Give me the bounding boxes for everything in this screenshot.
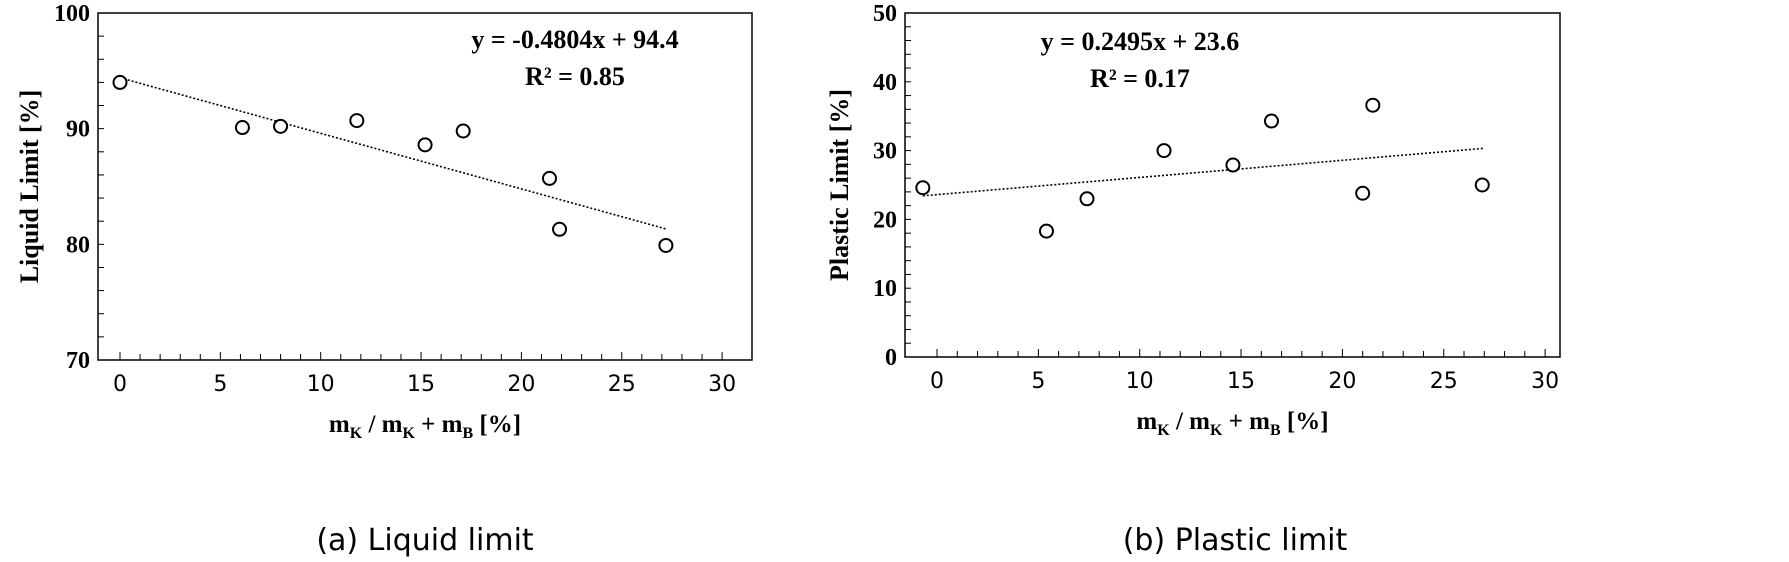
data-point xyxy=(273,118,289,134)
r-squared: R² = 0.85 xyxy=(525,62,625,91)
data-point xyxy=(552,221,568,237)
x-axis-label-part: / m xyxy=(362,411,402,438)
regression-equation: y = -0.4804x + 94.4 xyxy=(471,25,678,54)
x-tick-label: 25 xyxy=(1430,369,1458,394)
data-point xyxy=(1474,177,1490,193)
x-axis-label-part: m xyxy=(1136,408,1157,435)
x-axis-label-part: B xyxy=(463,425,474,442)
x-axis-label-part: + m xyxy=(415,411,463,438)
x-axis-label-part: K xyxy=(1157,422,1170,439)
x-tick-label: 5 xyxy=(1031,369,1045,394)
y-tick-label: 0 xyxy=(885,345,897,371)
y-tick-label: 10 xyxy=(873,276,897,302)
x-axis-label-part: / m xyxy=(1170,408,1210,435)
data-point xyxy=(234,120,250,136)
data-point xyxy=(1365,97,1381,113)
data-point xyxy=(1263,113,1279,129)
data-point xyxy=(1079,191,1095,207)
plot-frame xyxy=(904,12,1561,358)
y-tick-label: 20 xyxy=(873,207,897,233)
x-axis-label-part: [%] xyxy=(1281,408,1329,435)
plot-frame xyxy=(97,12,753,361)
x-tick-label: 25 xyxy=(608,372,636,397)
data-point xyxy=(1225,157,1241,173)
x-tick-label: 20 xyxy=(1328,369,1356,394)
y-tick-label: 70 xyxy=(66,348,90,374)
x-tick-label: 30 xyxy=(1531,369,1559,394)
x-axis-label: mK / mK + mB [%] xyxy=(1136,408,1328,439)
x-tick-label: 30 xyxy=(708,372,736,397)
x-tick-label: 10 xyxy=(1126,369,1154,394)
x-axis-label: mK / mK + mB [%] xyxy=(329,411,521,442)
x-tick-label: 0 xyxy=(113,372,127,397)
trendline xyxy=(119,77,667,230)
x-tick-label: 15 xyxy=(407,372,435,397)
data-point xyxy=(417,137,433,153)
y-tick-label: 80 xyxy=(66,232,90,258)
data-point xyxy=(112,74,128,90)
data-point xyxy=(1038,223,1054,239)
x-axis-label-part: K xyxy=(350,425,363,442)
x-tick-label: 15 xyxy=(1227,369,1255,394)
x-axis-label-part: m xyxy=(329,411,350,438)
data-point xyxy=(541,170,557,186)
data-point xyxy=(658,237,674,253)
x-tick-label: 5 xyxy=(213,372,227,397)
data-point xyxy=(455,123,471,139)
y-axis-label: Plastic Limit [%] xyxy=(825,89,854,281)
y-tick-label: 90 xyxy=(66,117,90,143)
x-tick-label: 20 xyxy=(507,372,535,397)
data-point xyxy=(349,113,365,129)
x-axis-label-part: K xyxy=(402,425,415,442)
regression-equation: y = 0.2495x + 23.6 xyxy=(1041,27,1240,56)
data-point xyxy=(1156,143,1172,159)
x-axis-label-part: + m xyxy=(1222,408,1270,435)
figure-caption: (a) Liquid limit xyxy=(316,523,534,558)
x-axis-label-part: B xyxy=(1270,422,1281,439)
y-tick-label: 40 xyxy=(873,70,897,96)
trendline xyxy=(922,147,1485,197)
y-tick-label: 50 xyxy=(873,1,897,27)
x-tick-label: 0 xyxy=(930,369,944,394)
y-axis-label: Liquid Limit [%] xyxy=(15,90,44,284)
chart-panel-1: 0 10 20 30 40 50 0 5 10 15 20 25 30 Plastic Limit [%]… xyxy=(825,1,1561,558)
x-tick-label: 10 xyxy=(307,372,335,397)
y-tick-label: 30 xyxy=(873,139,897,165)
r-squared: R² = 0.17 xyxy=(1090,64,1190,93)
x-axis-label-part: K xyxy=(1210,422,1223,439)
figure-caption: (b) Plastic limit xyxy=(1123,523,1348,558)
x-axis-label-part: [%] xyxy=(473,411,521,438)
data-point xyxy=(915,180,931,196)
data-point xyxy=(1355,185,1371,201)
y-tick-label: 100 xyxy=(54,1,90,27)
